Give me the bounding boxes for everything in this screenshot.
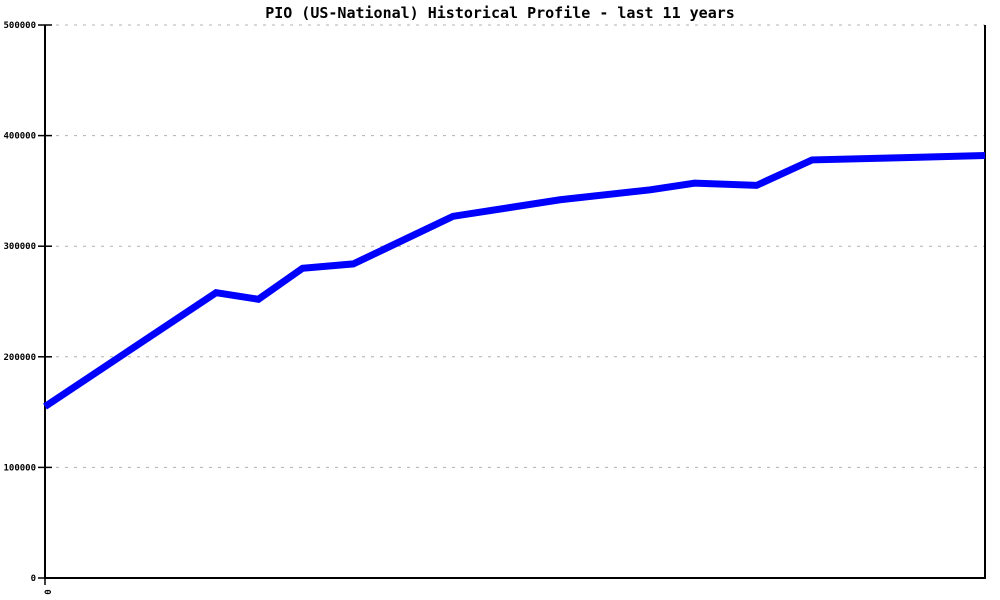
chart-title: PIO (US-National) Historical Profile - l… — [265, 4, 735, 22]
y-tick-label: 400000 — [3, 132, 36, 142]
data-line-series — [43, 152, 986, 410]
y-tick-label: 100000 — [3, 463, 36, 473]
y-tick-label: 200000 — [3, 353, 36, 363]
y-tick-label: 500000 — [3, 21, 36, 31]
x-tick-label: 0 — [44, 589, 54, 594]
y-tick-label: 0 — [31, 574, 36, 584]
y-tick-label: 300000 — [3, 242, 36, 252]
